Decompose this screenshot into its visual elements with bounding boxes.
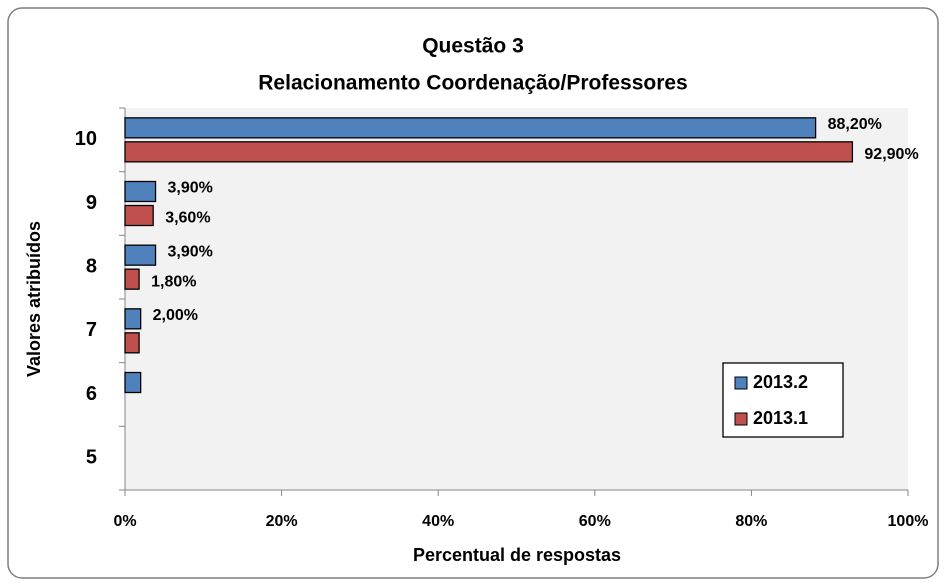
data-label: 3,90%: [168, 243, 213, 260]
x-tick-label: 60%: [579, 513, 611, 530]
y-tick-label: 5: [86, 446, 97, 468]
y-tick-label: 10: [75, 128, 97, 150]
x-tick-label: 80%: [735, 513, 767, 530]
x-axis-title: Percentual de respostas: [413, 545, 621, 565]
legend-swatch: [734, 412, 748, 426]
x-tick-label: 40%: [422, 513, 454, 530]
y-axis-title: Valores atribuídos: [24, 221, 44, 377]
bar: [124, 371, 142, 394]
bar: [124, 204, 154, 227]
bar: [124, 268, 140, 290]
bar: [124, 180, 157, 203]
y-tick-label: 9: [86, 192, 97, 214]
chart-title: Questão 3: [422, 35, 524, 58]
data-label: 2,00%: [153, 307, 198, 324]
x-tick-label: 0%: [113, 513, 136, 530]
data-label: 3,60%: [165, 210, 210, 227]
legend-swatch: [734, 376, 748, 390]
legend-label: 2013.2: [753, 372, 808, 392]
bar: [124, 117, 817, 139]
y-tick-label: 7: [86, 319, 97, 341]
data-label: 92,90%: [864, 146, 918, 163]
x-tick-label: 20%: [266, 513, 298, 530]
y-tick-label: 6: [86, 383, 97, 405]
data-label: 3,90%: [168, 180, 213, 197]
legend-label: 2013.1: [753, 408, 808, 428]
x-tick-label: 100%: [888, 513, 929, 530]
y-tick-label: 8: [86, 255, 97, 277]
bar: [124, 332, 140, 354]
data-label: 88,20%: [828, 116, 882, 133]
bar: [124, 141, 854, 163]
bar: [124, 308, 142, 330]
chart-title: Relacionamento Coordenação/Professores: [258, 72, 687, 95]
data-label: 1,80%: [151, 273, 196, 290]
bar: [124, 244, 157, 266]
